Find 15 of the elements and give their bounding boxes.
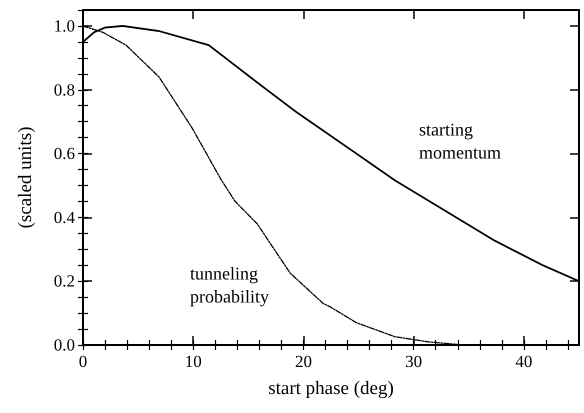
annotation: starting momentum xyxy=(419,120,501,162)
x-tick-label: 0 xyxy=(78,352,88,371)
y-tick-label: 0.6 xyxy=(54,144,75,164)
y-axis-title: (scaled units) xyxy=(15,126,36,228)
y-tick-label: 1.0 xyxy=(54,16,75,36)
x-tick-label: 30 xyxy=(405,352,422,371)
y-tick-label: 0.4 xyxy=(54,208,76,227)
x-tick-label: 40 xyxy=(515,352,532,371)
y-tick-label: 0.8 xyxy=(54,80,75,100)
x-axis-title: start phase (deg) xyxy=(268,378,394,399)
x-tick-label: 10 xyxy=(184,352,202,371)
y-tick-label: 0.2 xyxy=(54,272,75,291)
x-tick-label: 20 xyxy=(294,352,312,371)
y-tick-label: 0.0 xyxy=(54,336,75,354)
annotation: tunneling probability xyxy=(190,264,269,306)
